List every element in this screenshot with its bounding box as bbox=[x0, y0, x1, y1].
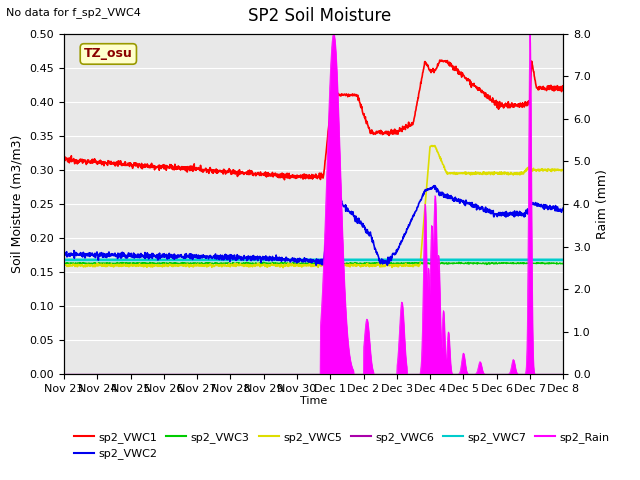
X-axis label: Time: Time bbox=[300, 396, 327, 406]
Y-axis label: Raim (mm): Raim (mm) bbox=[596, 169, 609, 239]
Text: No data for f_sp2_VWC4: No data for f_sp2_VWC4 bbox=[6, 7, 141, 18]
Text: TZ_osu: TZ_osu bbox=[84, 48, 132, 60]
Y-axis label: Soil Moisture (m3/m3): Soil Moisture (m3/m3) bbox=[11, 135, 24, 273]
Text: SP2 Soil Moisture: SP2 Soil Moisture bbox=[248, 7, 392, 25]
Legend: sp2_VWC1, sp2_VWC2, sp2_VWC3, sp2_VWC5, sp2_VWC6, sp2_VWC7, sp2_Rain: sp2_VWC1, sp2_VWC2, sp2_VWC3, sp2_VWC5, … bbox=[70, 428, 614, 464]
